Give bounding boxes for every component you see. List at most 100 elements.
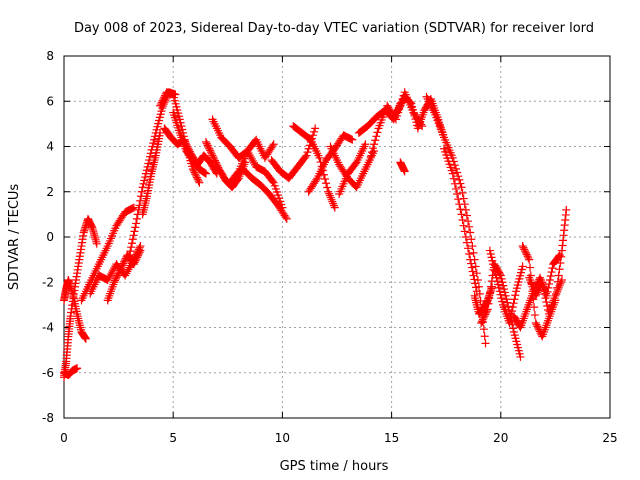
data-point	[469, 248, 478, 257]
series-sat-track-26	[440, 144, 481, 296]
data-point	[455, 175, 464, 184]
data-point	[555, 251, 564, 260]
x-tick-label: 25	[602, 431, 617, 445]
data-point	[394, 106, 403, 115]
y-axis-label: SDTVAR / TECUs	[7, 184, 22, 291]
data-point	[486, 282, 495, 291]
data-point	[554, 283, 563, 292]
data-point	[127, 239, 136, 248]
data-point	[194, 177, 203, 186]
data-point	[175, 115, 184, 124]
data-point	[532, 320, 541, 329]
data-point	[133, 253, 142, 262]
data-point	[500, 285, 509, 294]
data-point	[466, 228, 475, 237]
data-point	[192, 171, 201, 180]
data-point	[391, 115, 400, 124]
data-point	[467, 235, 476, 244]
data-point	[495, 287, 504, 296]
x-tick-label: 15	[384, 431, 399, 445]
data-point	[530, 303, 539, 312]
series-sat-track-6	[103, 246, 145, 305]
data-point	[282, 214, 291, 223]
data-point	[92, 239, 101, 248]
data-point	[130, 227, 139, 236]
data-point	[327, 195, 336, 204]
data-point	[157, 98, 166, 107]
y-tick-label: 4	[46, 140, 54, 154]
data-point	[450, 161, 459, 170]
data-point	[150, 135, 159, 144]
data-point	[211, 158, 220, 167]
data-point	[539, 286, 548, 295]
data-point	[457, 210, 466, 219]
data-point	[449, 174, 458, 183]
data-point	[281, 213, 290, 222]
data-point	[315, 153, 324, 162]
data-point	[466, 255, 475, 264]
series-sat-track-2	[60, 275, 90, 343]
data-point	[557, 277, 566, 286]
data-point	[191, 170, 200, 179]
data-point	[455, 200, 464, 209]
data-point	[111, 274, 120, 283]
data-point	[496, 271, 505, 280]
data-point	[132, 255, 141, 264]
data-point	[471, 279, 480, 288]
data-point	[210, 156, 219, 165]
data-point	[548, 264, 557, 273]
y-tick-label: -2	[42, 275, 54, 289]
data-point	[323, 183, 332, 192]
data-point	[479, 325, 488, 334]
data-point	[562, 205, 571, 214]
chart-title: Day 008 of 2023, Sidereal Day-to-day VTE…	[74, 21, 594, 36]
x-axis-label: GPS time / hours	[280, 459, 389, 474]
data-point	[206, 148, 215, 157]
data-point	[456, 205, 465, 214]
data-point	[373, 128, 382, 137]
y-tick-label: 8	[46, 49, 54, 63]
data-point	[396, 101, 405, 110]
data-point	[494, 280, 503, 289]
data-point	[135, 248, 144, 257]
data-point	[158, 96, 167, 105]
data-point	[554, 271, 563, 280]
data-point	[494, 283, 503, 292]
data-point	[546, 272, 555, 281]
data-point	[132, 214, 141, 223]
data-point	[117, 262, 126, 271]
data-point	[479, 313, 488, 322]
data-point	[468, 242, 477, 251]
data-point	[269, 140, 278, 149]
data-point	[492, 273, 501, 282]
data-point	[128, 235, 137, 244]
data-point	[526, 263, 535, 272]
data-point	[319, 170, 328, 179]
data-point	[557, 275, 566, 284]
data-point	[480, 312, 489, 321]
data-point	[509, 324, 518, 333]
data-point	[450, 179, 459, 188]
data-point	[459, 221, 468, 230]
data-point	[130, 258, 139, 267]
data-point	[400, 167, 409, 176]
data-point	[545, 275, 554, 284]
data-point	[322, 179, 331, 188]
data-point	[201, 169, 210, 178]
data-point	[193, 175, 202, 184]
data-point	[213, 161, 222, 170]
data-point	[462, 238, 471, 247]
data-point	[361, 140, 370, 149]
data-point	[209, 153, 218, 162]
series-sat-track-32	[525, 273, 566, 318]
data-point	[484, 299, 493, 308]
data-point	[301, 152, 310, 161]
series-sat-track-14	[225, 135, 278, 187]
data-point	[156, 101, 165, 110]
series-sat-track-3	[60, 364, 82, 380]
y-tick-label: -6	[42, 366, 54, 380]
data-point	[372, 132, 381, 141]
data-point	[448, 169, 457, 178]
data-point	[159, 94, 168, 103]
data-point	[156, 100, 165, 109]
